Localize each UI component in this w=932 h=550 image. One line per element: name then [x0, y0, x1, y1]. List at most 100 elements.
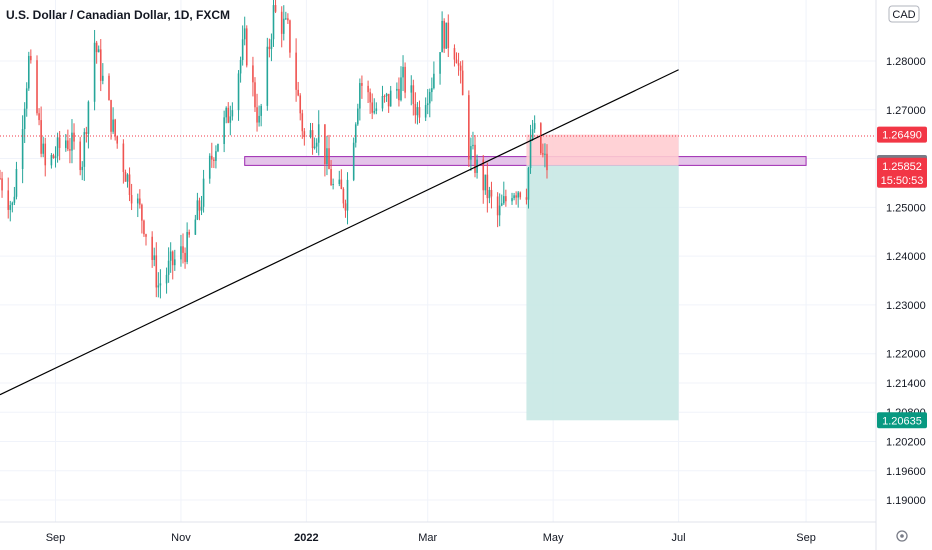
candle [186, 222, 188, 265]
candle [519, 191, 522, 200]
countdown-timer: 15:50:53 [881, 175, 924, 187]
candle-body [11, 202, 14, 206]
candle-body [295, 52, 297, 90]
candle [27, 51, 30, 91]
candle [227, 102, 230, 124]
candle-body [455, 59, 458, 64]
candle [486, 162, 489, 213]
candles [0, 0, 548, 299]
candle [340, 169, 343, 190]
candle-body [200, 206, 203, 211]
candle-body [97, 49, 100, 53]
candle [169, 242, 172, 273]
candle-body [317, 124, 320, 143]
candle-body [544, 153, 546, 155]
candle-body [531, 129, 534, 139]
candle-body [126, 174, 129, 182]
candle-body [525, 197, 528, 200]
candle-body [513, 195, 515, 199]
candle [453, 44, 456, 67]
y-tick-label: 1.21400 [886, 378, 926, 390]
candle-body [30, 55, 32, 61]
candle-body [67, 140, 69, 150]
candle [470, 137, 472, 171]
time-axis[interactable]: Sep Nov 2022 Mar May Jul Sep [46, 532, 816, 544]
candle [313, 137, 316, 150]
candle-body [346, 179, 349, 211]
candle-body [81, 166, 84, 171]
candle [266, 37, 269, 111]
candle-body [445, 22, 448, 49]
candle [383, 94, 386, 103]
candle-body [359, 83, 361, 109]
candle [52, 153, 55, 159]
candle [157, 272, 160, 298]
candle [315, 138, 318, 153]
candle-body [367, 85, 369, 93]
candle-body [79, 141, 81, 171]
candle [533, 115, 536, 133]
candle [381, 85, 384, 112]
candle [208, 153, 211, 184]
candle-body [83, 132, 86, 167]
x-tick-label: Mar [418, 532, 437, 544]
candle-body [188, 232, 190, 235]
candle [128, 167, 131, 202]
candle-body [328, 148, 330, 170]
candle-body [274, 5, 277, 12]
price-axis[interactable]: 1.280001.270001.260001.250001.240001.230… [886, 56, 926, 507]
candle [237, 70, 240, 121]
candle-body [529, 138, 532, 169]
candle [252, 56, 254, 97]
candle-body [282, 18, 285, 34]
candle [196, 192, 199, 221]
candle [15, 161, 18, 200]
candle [297, 81, 299, 97]
candle-body [272, 5, 275, 40]
candle-body [54, 156, 57, 159]
candle [254, 77, 256, 112]
candle-body [157, 285, 160, 288]
candle [231, 102, 234, 121]
candle [354, 122, 357, 148]
candle-body [354, 124, 357, 143]
candle [241, 25, 244, 66]
candle [71, 119, 73, 164]
candle-body [490, 189, 493, 197]
candle-body [95, 42, 98, 53]
y-tick-label: 1.25000 [886, 202, 926, 214]
candle-body [13, 196, 16, 203]
candle-body [124, 172, 127, 182]
candle-body [410, 85, 413, 93]
trade-zones [244, 134, 807, 421]
candle [223, 110, 225, 153]
candle [311, 123, 314, 155]
candle-body [332, 184, 334, 186]
candle-body [404, 66, 406, 93]
candle [182, 233, 184, 264]
currency-badge[interactable]: CAD [888, 5, 920, 23]
candle [184, 247, 186, 269]
candle [280, 6, 283, 48]
y-tick-label: 1.20200 [886, 437, 926, 449]
y-tick-label: 1.28000 [886, 56, 926, 68]
candle [410, 75, 413, 106]
price-tag: 1.26490 [877, 126, 927, 143]
candle [124, 169, 127, 182]
candle-body [412, 85, 415, 104]
candle-body [338, 179, 341, 185]
candle [141, 203, 143, 234]
candle [369, 88, 371, 114]
trendline[interactable] [0, 69, 679, 396]
candle-body [169, 251, 172, 261]
candle [245, 25, 248, 68]
candle-body [213, 159, 215, 161]
candle-body [461, 70, 464, 96]
candle [527, 166, 530, 209]
candle-body [85, 132, 88, 134]
candle [416, 102, 419, 125]
candle-body [114, 119, 116, 137]
chart-settings-icon[interactable] [896, 530, 908, 542]
candle-body [21, 129, 24, 169]
